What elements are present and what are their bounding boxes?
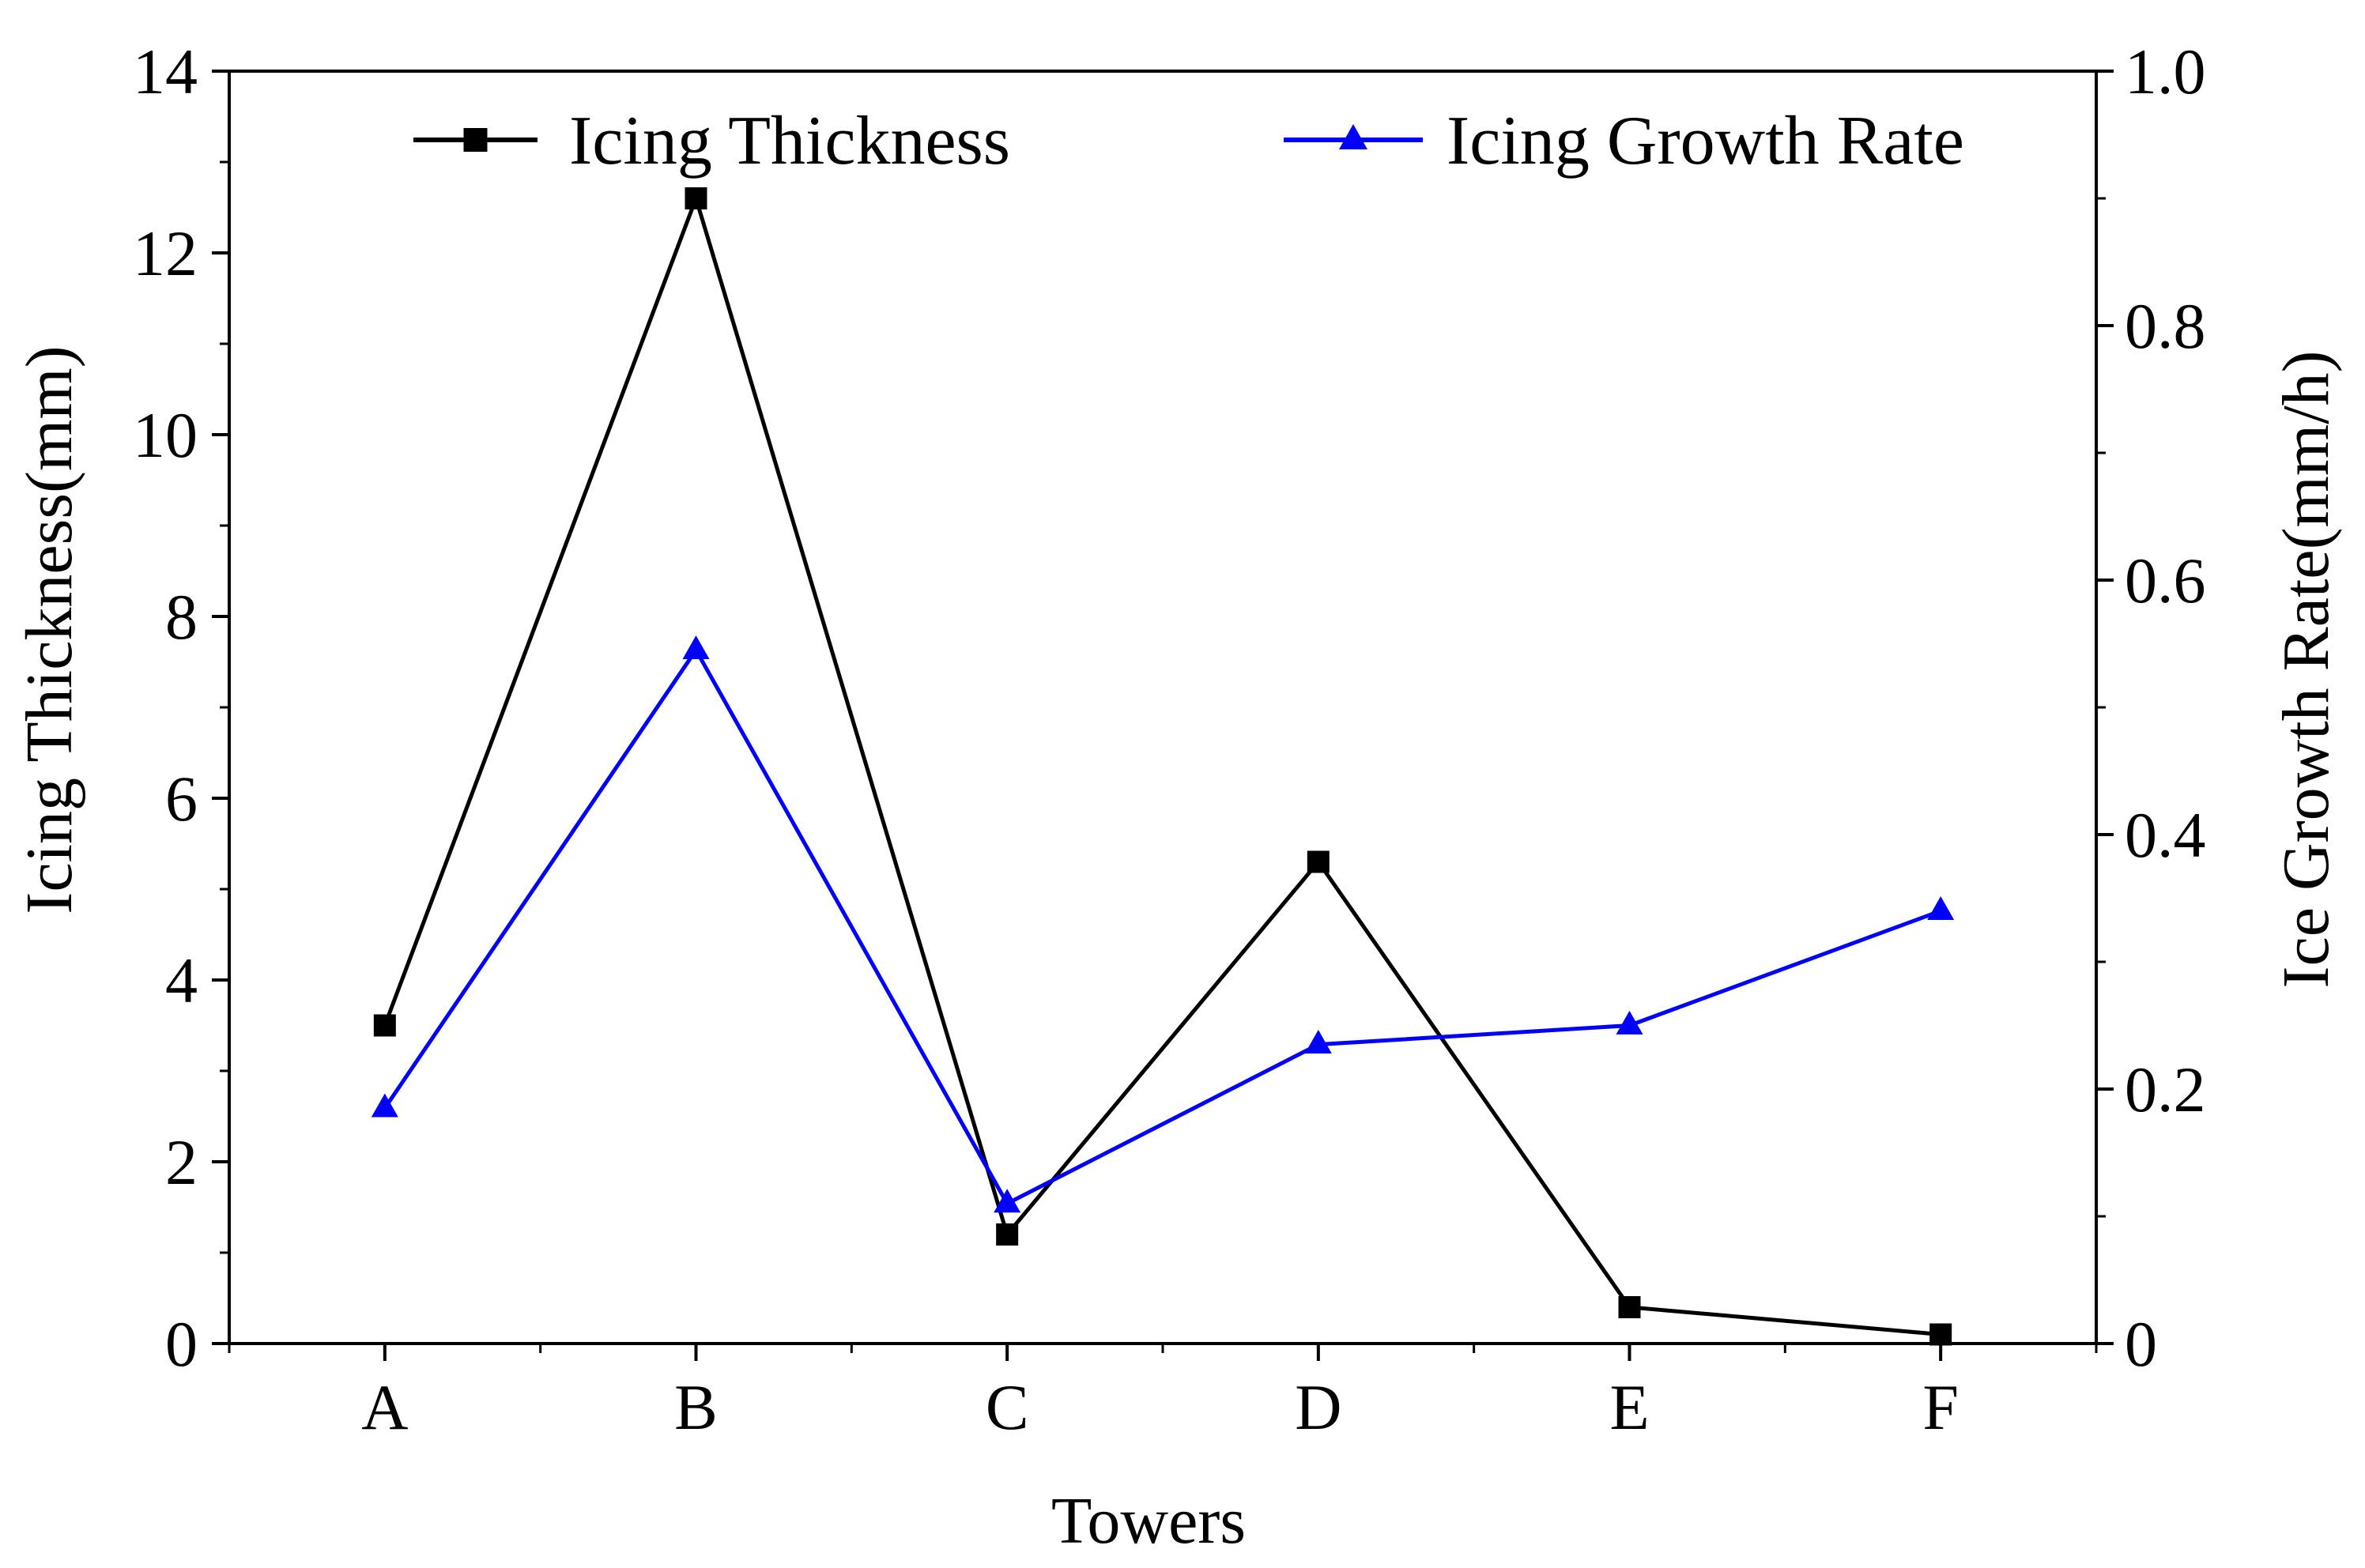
x-axis-title: Towers (1051, 1484, 1246, 1558)
legend-square-marker (463, 128, 488, 152)
data-point-triangle (682, 635, 710, 659)
y-right-tick-label: 0 (2125, 1308, 2157, 1380)
data-point-triangle (371, 1093, 398, 1118)
data-point-square (1618, 1296, 1641, 1318)
legend: Icing Thickness Icing Growth Rate (413, 103, 1964, 179)
axis-titles: Towers Icing Thickness(mm) Ice Growth Ra… (13, 345, 2343, 1558)
data-point-triangle (1616, 1010, 1643, 1035)
series-layer (371, 187, 1955, 1346)
series-line-icing-thickness (383, 192, 1941, 1336)
x-tick-label: E (1609, 1371, 1649, 1443)
y-left-tick-label: 14 (133, 36, 198, 107)
data-point-square (685, 187, 707, 209)
axis-ticks: 0 2 4 6 8 10 12 14 0 0.2 0.4 0.6 0.8 1.0 A B C D E F (133, 36, 2206, 1443)
y-right-tick-label: 0.6 (2125, 545, 2206, 616)
data-point-square (1929, 1323, 1952, 1346)
data-point-square (1307, 850, 1330, 873)
data-point-triangle (994, 1189, 1021, 1213)
plot-frame (228, 70, 2098, 1345)
data-point-square (373, 1014, 396, 1037)
y-left-tick-label: 4 (165, 944, 198, 1016)
y-left-tick-label: 10 (133, 399, 198, 471)
y-right-tick-label: 0.4 (2125, 799, 2206, 871)
x-tick-label: C (986, 1371, 1029, 1443)
y-right-tick-label: 1.0 (2125, 36, 2206, 107)
data-point-square (996, 1223, 1019, 1246)
x-tick-label: B (674, 1371, 718, 1443)
x-tick-label: F (1922, 1371, 1959, 1443)
legend-label: Icing Growth Rate (1447, 103, 1964, 179)
series-line-icing-growth-rate (383, 646, 1942, 1207)
y-axis-right-title: Ice Growth Rate(mm/h) (2269, 350, 2343, 988)
data-point-triangle (1927, 896, 1955, 920)
y-axis-left-title: Icing Thickness(mm) (13, 345, 86, 914)
y-left-tick-label: 12 (133, 217, 198, 289)
x-tick-label: A (361, 1371, 408, 1443)
y-right-tick-label: 0.8 (2125, 290, 2206, 362)
plot-border (228, 70, 2098, 1345)
y-left-tick-label: 6 (165, 763, 198, 835)
y-left-tick-label: 2 (165, 1126, 198, 1198)
legend-triangle-marker (1339, 124, 1367, 149)
data-point-triangle (1304, 1030, 1332, 1054)
x-tick-label: D (1295, 1371, 1341, 1443)
y-left-tick-label: 8 (165, 581, 198, 653)
y-right-tick-label: 0.2 (2125, 1054, 2206, 1125)
y-left-tick-label: 0 (165, 1308, 198, 1380)
legend-label: Icing Thickness (569, 103, 1010, 179)
